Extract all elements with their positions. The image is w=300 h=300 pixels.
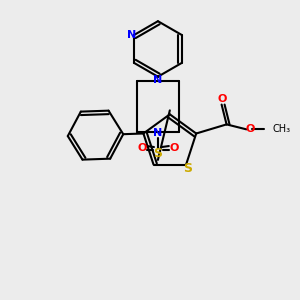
Text: N: N [153, 128, 163, 138]
Text: N: N [153, 75, 163, 85]
Text: O: O [246, 124, 255, 134]
Text: O: O [169, 143, 178, 153]
Text: N: N [127, 30, 136, 40]
Text: O: O [137, 143, 147, 153]
Text: S: S [153, 148, 162, 160]
Text: S: S [184, 162, 193, 175]
Text: O: O [218, 94, 227, 103]
Text: CH₃: CH₃ [272, 124, 290, 134]
